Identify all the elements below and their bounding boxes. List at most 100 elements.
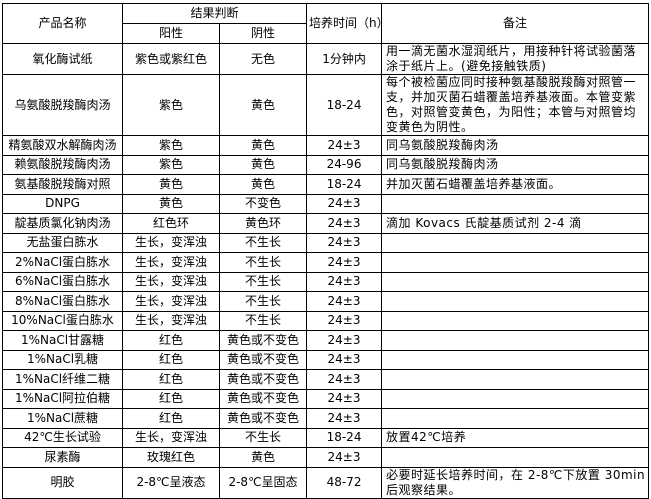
time-cell: 1分钟内 <box>306 43 383 75</box>
time-cell: 24±3 <box>306 408 383 429</box>
remark-cell: 放置42℃培养 <box>381 427 650 448</box>
positive-cell: 生长，变浑浊 <box>122 291 220 312</box>
time-cell: 48-72 <box>306 466 383 499</box>
table-row: 1%NaCl蔗糖 红色 黄色或不变色 24±3 <box>2 408 650 429</box>
remark-cell <box>381 271 650 292</box>
table-row: 6%NaCl蛋白胨水 生长，变浑浊 不生长 24±3 <box>2 271 650 292</box>
remark-cell <box>381 252 650 273</box>
remark-cell <box>381 369 650 390</box>
time-cell: 24±3 <box>306 388 383 409</box>
negative-cell: 黄色 <box>218 174 308 195</box>
product-cell: 无盐蛋白胨水 <box>2 232 123 253</box>
time-cell: 24±3 <box>306 135 383 156</box>
time-cell: 18-24 <box>306 74 383 136</box>
positive-cell: 生长，变浑浊 <box>122 252 220 273</box>
negative-cell: 黄色或不变色 <box>218 408 308 429</box>
product-cell: 1%NaCl蔗糖 <box>2 408 123 429</box>
table-row: 乌氨酸脱羧酶肉汤 紫色 黄色 18-24 每个被检菌应同时接种氨基酸脱羧酶对照管一支，并… <box>2 74 650 136</box>
negative-cell: 黄色或不变色 <box>218 349 308 370</box>
remark-cell: 每个被检菌应同时接种氨基酸脱羧酶对照管一支，并加灭菌石蜡覆盖培养基液面。本管变紫… <box>381 74 650 136</box>
time-cell: 18-24 <box>306 427 383 448</box>
positive-cell: 生长，变浑浊 <box>122 427 220 448</box>
positive-cell: 紫色 <box>122 135 220 156</box>
negative-cell: 黄色或不变色 <box>218 369 308 390</box>
negative-cell: 黄色 <box>218 154 308 175</box>
table-row: 氧化酶试纸 紫色或紫红色 无色 1分钟内 用一滴无菌水湿润纸片，用接种针将试验菌落涂于纸… <box>2 43 650 75</box>
positive-cell: 紫色 <box>122 154 220 175</box>
product-cell: 6%NaCl蛋白胨水 <box>2 271 123 292</box>
product-cell: 明胶 <box>2 466 123 499</box>
remark-cell <box>381 388 650 409</box>
product-cell: 8%NaCl蛋白胨水 <box>2 291 123 312</box>
product-cell: 精氨酸双水解酶肉汤 <box>2 135 123 156</box>
table-row: 1%NaCl阿拉伯糖 红色 黄色或不变色 24±3 <box>2 388 650 409</box>
negative-cell: 不生长 <box>218 310 308 331</box>
negative-cell: 不生长 <box>218 427 308 448</box>
positive-cell: 2-8℃呈液态 <box>122 466 220 499</box>
negative-cell: 不生长 <box>218 252 308 273</box>
positive-cell: 生长，变浑浊 <box>122 232 220 253</box>
time-cell: 18-24 <box>306 174 383 195</box>
header-time: 培养时间（h） <box>306 3 383 44</box>
product-cell: 尿素酶 <box>2 447 123 468</box>
negative-cell: 黄色 <box>218 74 308 136</box>
time-cell: 24±3 <box>306 291 383 312</box>
negative-cell: 2-8℃呈固态 <box>218 466 308 499</box>
table-row: 无盐蛋白胨水 生长，变浑浊 不生长 24±3 <box>2 232 650 253</box>
time-cell: 24±3 <box>306 447 383 468</box>
positive-cell: 红色 <box>122 330 220 351</box>
remark-cell: 用一滴无菌水湿润纸片，用接种针将试验菌落涂于纸片上。(避免接触铁质) <box>381 43 650 75</box>
time-cell: 24±3 <box>306 369 383 390</box>
remark-cell <box>381 349 650 370</box>
positive-cell: 红色 <box>122 408 220 429</box>
product-cell: 氨基酸脱羧酶对照 <box>2 174 123 195</box>
positive-cell: 生长，变浑浊 <box>122 310 220 331</box>
product-cell: 1%NaCl乳糖 <box>2 349 123 370</box>
negative-cell: 黄色 <box>218 135 308 156</box>
table-row: 8%NaCl蛋白胨水 生长，变浑浊 不生长 24±3 <box>2 291 650 312</box>
remark-cell: 并加灭菌石蜡覆盖培养基液面。 <box>381 174 650 195</box>
table-row: 尿素酶 玫瑰红色 黄色 24±3 <box>2 447 650 468</box>
table-row: 赖氨酸脱羧酶肉汤 紫色 黄色 24-96 同乌氨酸脱羧酶肉汤 <box>2 154 650 175</box>
time-cell: 24±3 <box>306 252 383 273</box>
product-cell: 氧化酶试纸 <box>2 43 123 75</box>
time-cell: 24±3 <box>306 330 383 351</box>
product-cell: 2%NaCl蛋白胨水 <box>2 252 123 273</box>
negative-cell: 黄色环 <box>218 213 308 234</box>
positive-cell: 红色 <box>122 369 220 390</box>
product-cell: 1%NaCl纤维二糖 <box>2 369 123 390</box>
product-cell: 1%NaCl阿拉伯糖 <box>2 388 123 409</box>
positive-cell: 紫色 <box>122 74 220 136</box>
remark-cell <box>381 408 650 429</box>
remark-cell: 必要时延长培养时间，在 2-8℃下放置 30min 后观察结果。 <box>381 466 650 499</box>
negative-cell: 黄色 <box>218 447 308 468</box>
negative-cell: 黄色或不变色 <box>218 330 308 351</box>
header-remark: 备注 <box>381 3 650 44</box>
table-row: 10%NaCl蛋白胨水 生长，变浑浊 不生长 24±3 <box>2 310 650 331</box>
positive-cell: 生长，变浑浊 <box>122 271 220 292</box>
remark-cell <box>381 291 650 312</box>
time-cell: 24±3 <box>306 310 383 331</box>
remark-cell: 滴加 Kovacs 氏靛基质试剂 2-4 滴 <box>381 213 650 234</box>
product-cell: 10%NaCl蛋白胨水 <box>2 310 123 331</box>
table-row: 氨基酸脱羧酶对照 黄色 黄色 18-24 并加灭菌石蜡覆盖培养基液面。 <box>2 174 650 195</box>
negative-cell: 黄色或不变色 <box>218 388 308 409</box>
negative-cell: 不生长 <box>218 291 308 312</box>
positive-cell: 红色 <box>122 349 220 370</box>
header-product: 产品名称 <box>2 3 123 44</box>
product-cell: 1%NaCl甘露糖 <box>2 330 123 351</box>
product-cell: 42℃生长试验 <box>2 427 123 448</box>
table-row: 靛基质氯化钠肉汤 红色环 黄色环 24±3 滴加 Kovacs 氏靛基质试剂 2-4 滴 <box>2 213 650 234</box>
negative-cell: 不变色 <box>218 193 308 214</box>
table-row: DNPG 黄色 不变色 24±3 <box>2 193 650 214</box>
product-cell: 靛基质氯化钠肉汤 <box>2 213 123 234</box>
product-cell: DNPG <box>2 193 123 214</box>
remark-cell: 同乌氨酸脱羧酶肉汤 <box>381 154 650 175</box>
positive-cell: 黄色 <box>122 174 220 195</box>
negative-cell: 不生长 <box>218 271 308 292</box>
positive-cell: 红色环 <box>122 213 220 234</box>
time-cell: 24±3 <box>306 349 383 370</box>
table-row: 1%NaCl乳糖 红色 黄色或不变色 24±3 <box>2 349 650 370</box>
header-negative: 阴性 <box>218 23 308 44</box>
header-result: 结果判断 <box>121 3 308 24</box>
